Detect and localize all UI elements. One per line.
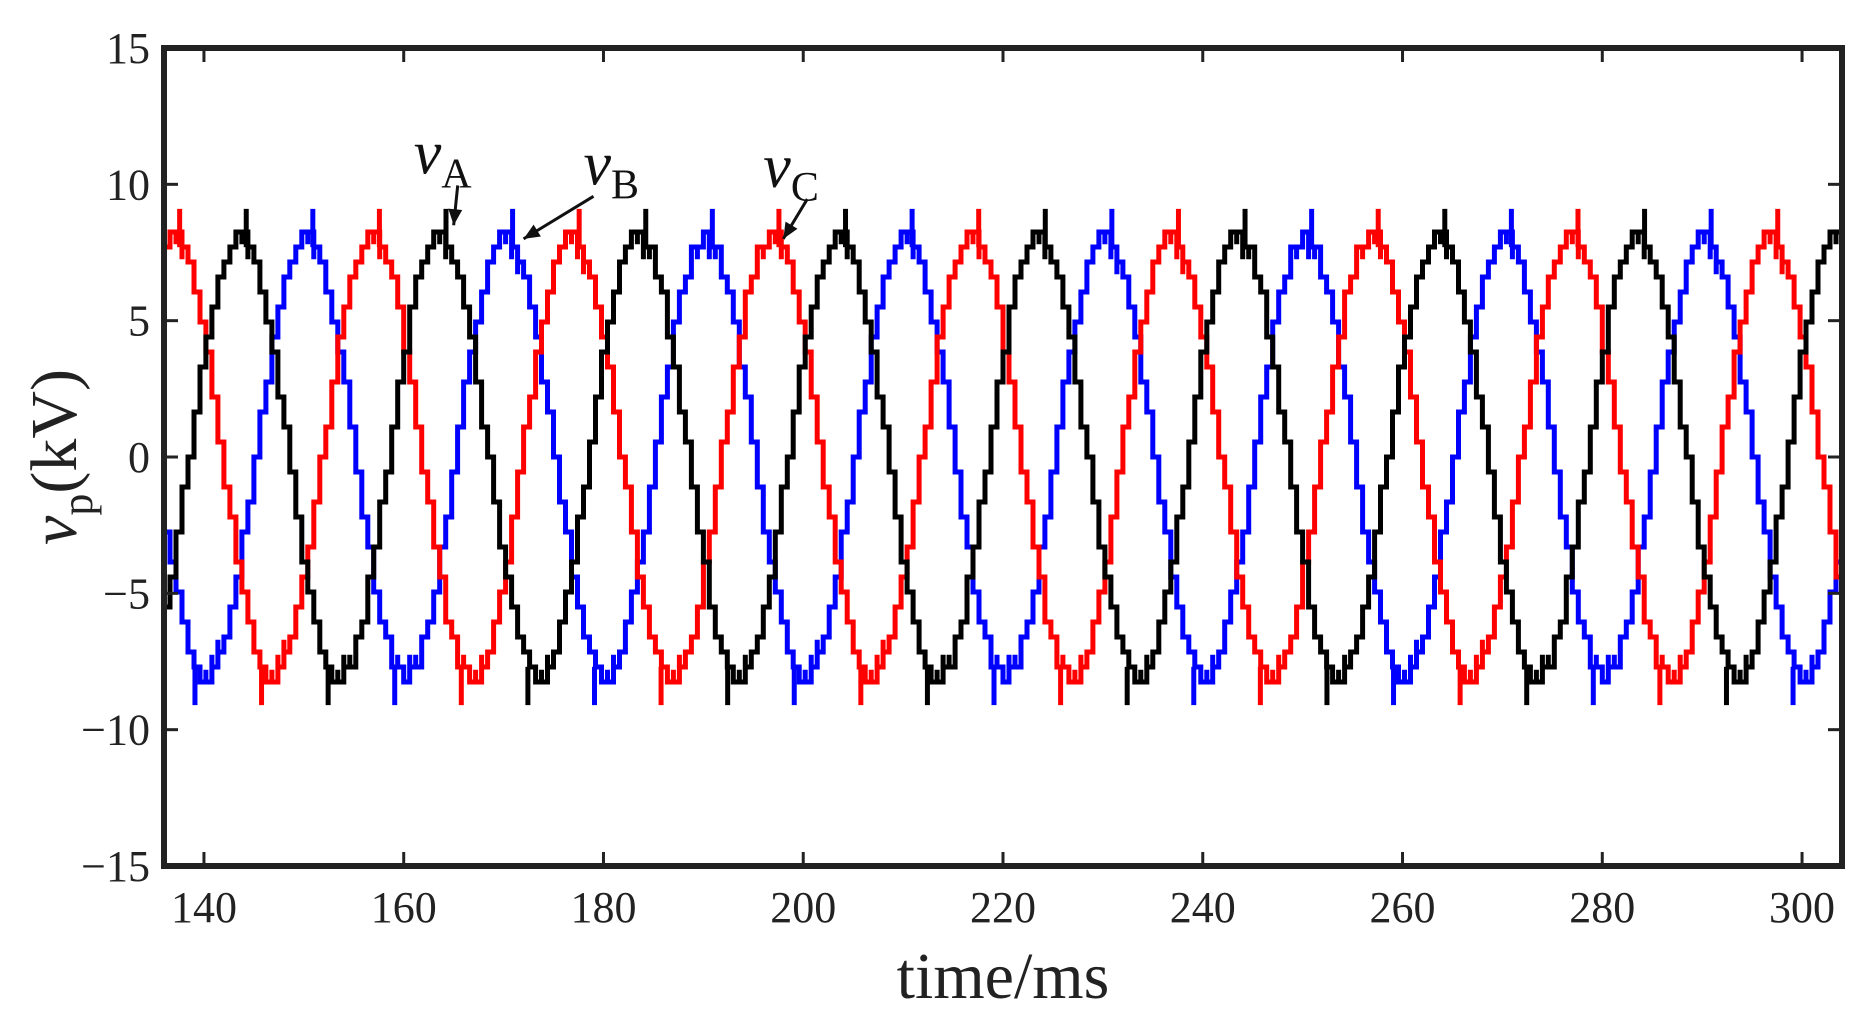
annotation-symbol: v [763,133,791,201]
series-B-line [164,229,1842,685]
annotation-A: vA [414,119,473,226]
x-tick-label: 220 [970,883,1036,932]
y-tick-label: −10 [81,706,150,755]
y-axis-label: vp(kV) [18,369,102,545]
y-tick-label: −5 [103,569,150,618]
x-tick-label: 140 [171,883,237,932]
x-axis-label: time/ms [897,940,1110,1013]
x-tick-label: 300 [1769,883,1835,932]
x-tick-label: 260 [1370,883,1436,932]
y-axis-symbol: v [18,515,91,545]
x-tick-label: 280 [1569,883,1635,932]
svg-text:vp(kV): vp(kV) [18,369,102,545]
annotation-B: vB [522,130,640,241]
y-axis-unit: (kV) [18,369,91,494]
x-tick-label: 180 [570,883,636,932]
series-layer [164,208,1842,706]
annotation-layer: vA vB vC [414,119,819,241]
y-tick-label: −15 [81,842,150,891]
tick-layer: 140 160 180 200 220 240 260 280 300 −15 −10 −5 0 5 10 1… [81,24,1842,932]
annotation-arrowhead [448,208,463,226]
y-axis-subscript: p [53,494,102,516]
svg-text:vC: vC [763,133,819,211]
y-tick-label: 10 [106,160,150,209]
x-tick-label: 160 [371,883,437,932]
annotation-symbol: v [584,130,612,198]
annotation-arrowhead [783,221,798,239]
x-tick-label: 200 [770,883,836,932]
annotation-symbol: v [414,119,442,187]
y-tick-label: 5 [128,297,150,346]
annotation-subscript: B [611,162,639,208]
svg-text:vB: vB [584,130,640,208]
annotation-C: vC [763,133,819,240]
x-tick-label: 240 [1170,883,1236,932]
annotation-arrowhead [523,224,541,239]
y-tick-label: 15 [106,24,150,73]
series-C-line [164,229,1842,685]
svg-text:vA: vA [414,119,473,197]
y-tick-label: 0 [128,433,150,482]
